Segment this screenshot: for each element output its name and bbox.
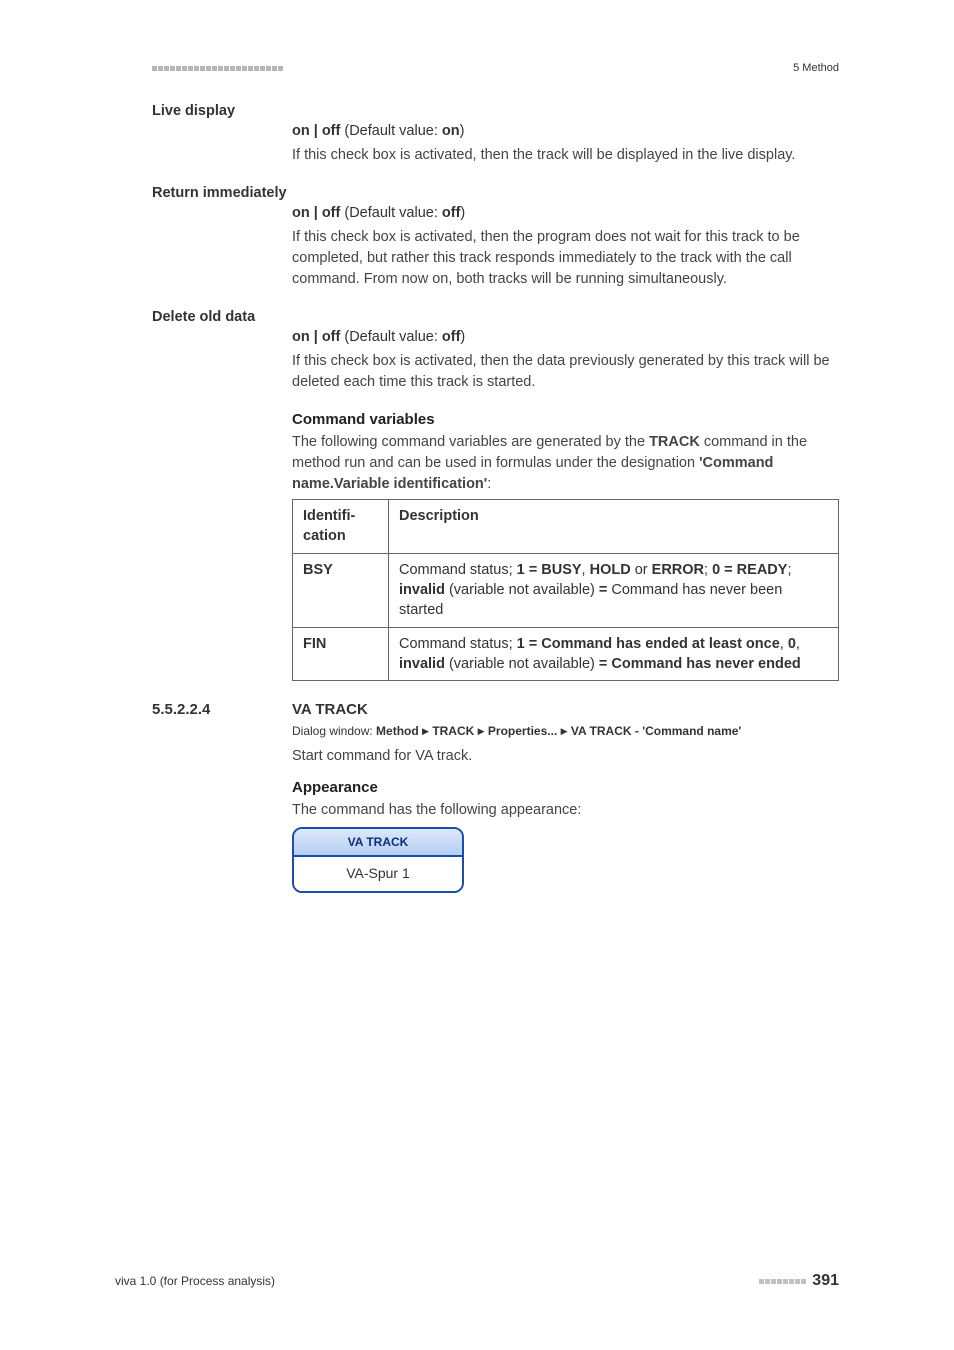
table-row: FIN Command status; 1 = Command has ende…: [293, 627, 839, 681]
section-number: 5.5.2.2.4: [152, 701, 292, 718]
triangle-icon: ▶: [478, 726, 485, 736]
t: Properties...: [488, 724, 557, 738]
va-track-box-header: VA TRACK: [294, 829, 462, 857]
page-header: 5 Method: [152, 62, 839, 74]
dialog-window-path: Dialog window: Method ▶ TRACK ▶ Properti…: [292, 724, 839, 738]
t: Dialog window:: [292, 724, 376, 738]
param-description: If this check box is activated, then the…: [292, 227, 839, 290]
t: TRACK: [432, 724, 474, 738]
cell-desc: Command status; 1 = Command has ended at…: [389, 627, 839, 681]
param-live-display: Live display: [152, 102, 839, 119]
col-description: Description: [389, 500, 839, 554]
t: Method: [376, 724, 419, 738]
table-header-row: Identifi­cation Description: [293, 500, 839, 554]
t: 1 = BUSY: [517, 562, 582, 578]
header-ornament-left: [152, 66, 283, 71]
onoff-line: on | off (Default value: off): [292, 329, 839, 345]
footer-left-text: viva 1.0 (for Process analysis): [115, 1274, 275, 1288]
t: = Command has never ended: [599, 656, 801, 672]
t: invalid: [399, 656, 445, 672]
id-text: BSY: [303, 562, 333, 578]
default-prefix: (Default value:: [340, 123, 442, 139]
t: ,: [780, 636, 788, 652]
t: (variable not available): [445, 656, 599, 672]
default-close: ): [460, 329, 465, 345]
section-title: VA TRACK: [292, 701, 368, 718]
start-command-text: Start command for VA track.: [292, 746, 839, 767]
footer-ornament: [759, 1279, 806, 1284]
appearance-heading: Appearance: [292, 779, 839, 796]
page-footer: viva 1.0 (for Process analysis) 391: [115, 1272, 839, 1290]
col-identification: Identifi­cation: [293, 500, 389, 554]
onoff-options: on | off: [292, 205, 340, 221]
onoff-line: on | off (Default value: off): [292, 205, 839, 221]
text: The following command variables are gene…: [292, 434, 649, 450]
cell-id: FIN: [293, 627, 389, 681]
t: 0 = READY: [712, 562, 787, 578]
default-value: off: [442, 329, 461, 345]
text: :: [487, 476, 491, 492]
param-label: Delete old data: [152, 308, 282, 325]
t: invalid: [399, 582, 445, 598]
onoff-options: on | off: [292, 123, 340, 139]
t: 1 = Command has ended at least once: [517, 636, 780, 652]
section-5-5-2-2-4: 5.5.2.2.4 VA TRACK: [152, 701, 839, 718]
t: ;: [704, 562, 712, 578]
param-description: If this check box is activated, then the…: [292, 145, 839, 166]
param-return-immediately: Return immediately: [152, 184, 839, 201]
t: Command status;: [399, 562, 517, 578]
id-text: FIN: [303, 636, 326, 652]
default-close: ): [460, 205, 465, 221]
t: 0: [788, 636, 796, 652]
va-track-command-box: VA TRACK VA-Spur 1: [292, 827, 464, 893]
page-number: 391: [812, 1272, 839, 1290]
param-delete-old-data: Delete old data: [152, 308, 839, 325]
command-variables-intro: The following command variables are gene…: [292, 432, 839, 495]
t: ERROR: [652, 562, 704, 578]
header-section-label: 5 Method: [793, 62, 839, 74]
cell-desc: Command status; 1 = BUSY, HOLD or ERROR;…: [389, 553, 839, 627]
t: ,: [582, 562, 590, 578]
param-label: Live display: [152, 102, 282, 119]
table-row: BSY Command status; 1 = BUSY, HOLD or ER…: [293, 553, 839, 627]
default-close: ): [460, 123, 465, 139]
t: Command status;: [399, 636, 517, 652]
footer-right: 391: [759, 1272, 839, 1290]
t: ;: [787, 562, 791, 578]
default-prefix: (Default value:: [340, 205, 442, 221]
default-value: on: [442, 123, 460, 139]
onoff-options: on | off: [292, 329, 340, 345]
t: (variable not available): [445, 582, 599, 598]
triangle-icon: ▶: [422, 726, 429, 736]
cell-id: BSY: [293, 553, 389, 627]
param-description: If this check box is activated, then the…: [292, 351, 839, 393]
param-label: Return immediately: [152, 184, 332, 201]
appearance-text: The command has the following appearance…: [292, 800, 839, 821]
command-variables-heading: Command variables: [292, 411, 839, 428]
command-variables-table: Identifi­cation Description BSY Command …: [292, 499, 839, 681]
t: HOLD: [590, 562, 631, 578]
onoff-line: on | off (Default value: on): [292, 123, 839, 139]
default-value: off: [442, 205, 461, 221]
va-track-box-body: VA-Spur 1: [294, 857, 462, 891]
track-keyword: TRACK: [649, 434, 700, 450]
t: ,: [796, 636, 800, 652]
t: or: [631, 562, 652, 578]
triangle-icon: ▶: [561, 726, 568, 736]
default-prefix: (Default value:: [340, 329, 442, 345]
t: VA TRACK - 'Command name': [571, 724, 741, 738]
